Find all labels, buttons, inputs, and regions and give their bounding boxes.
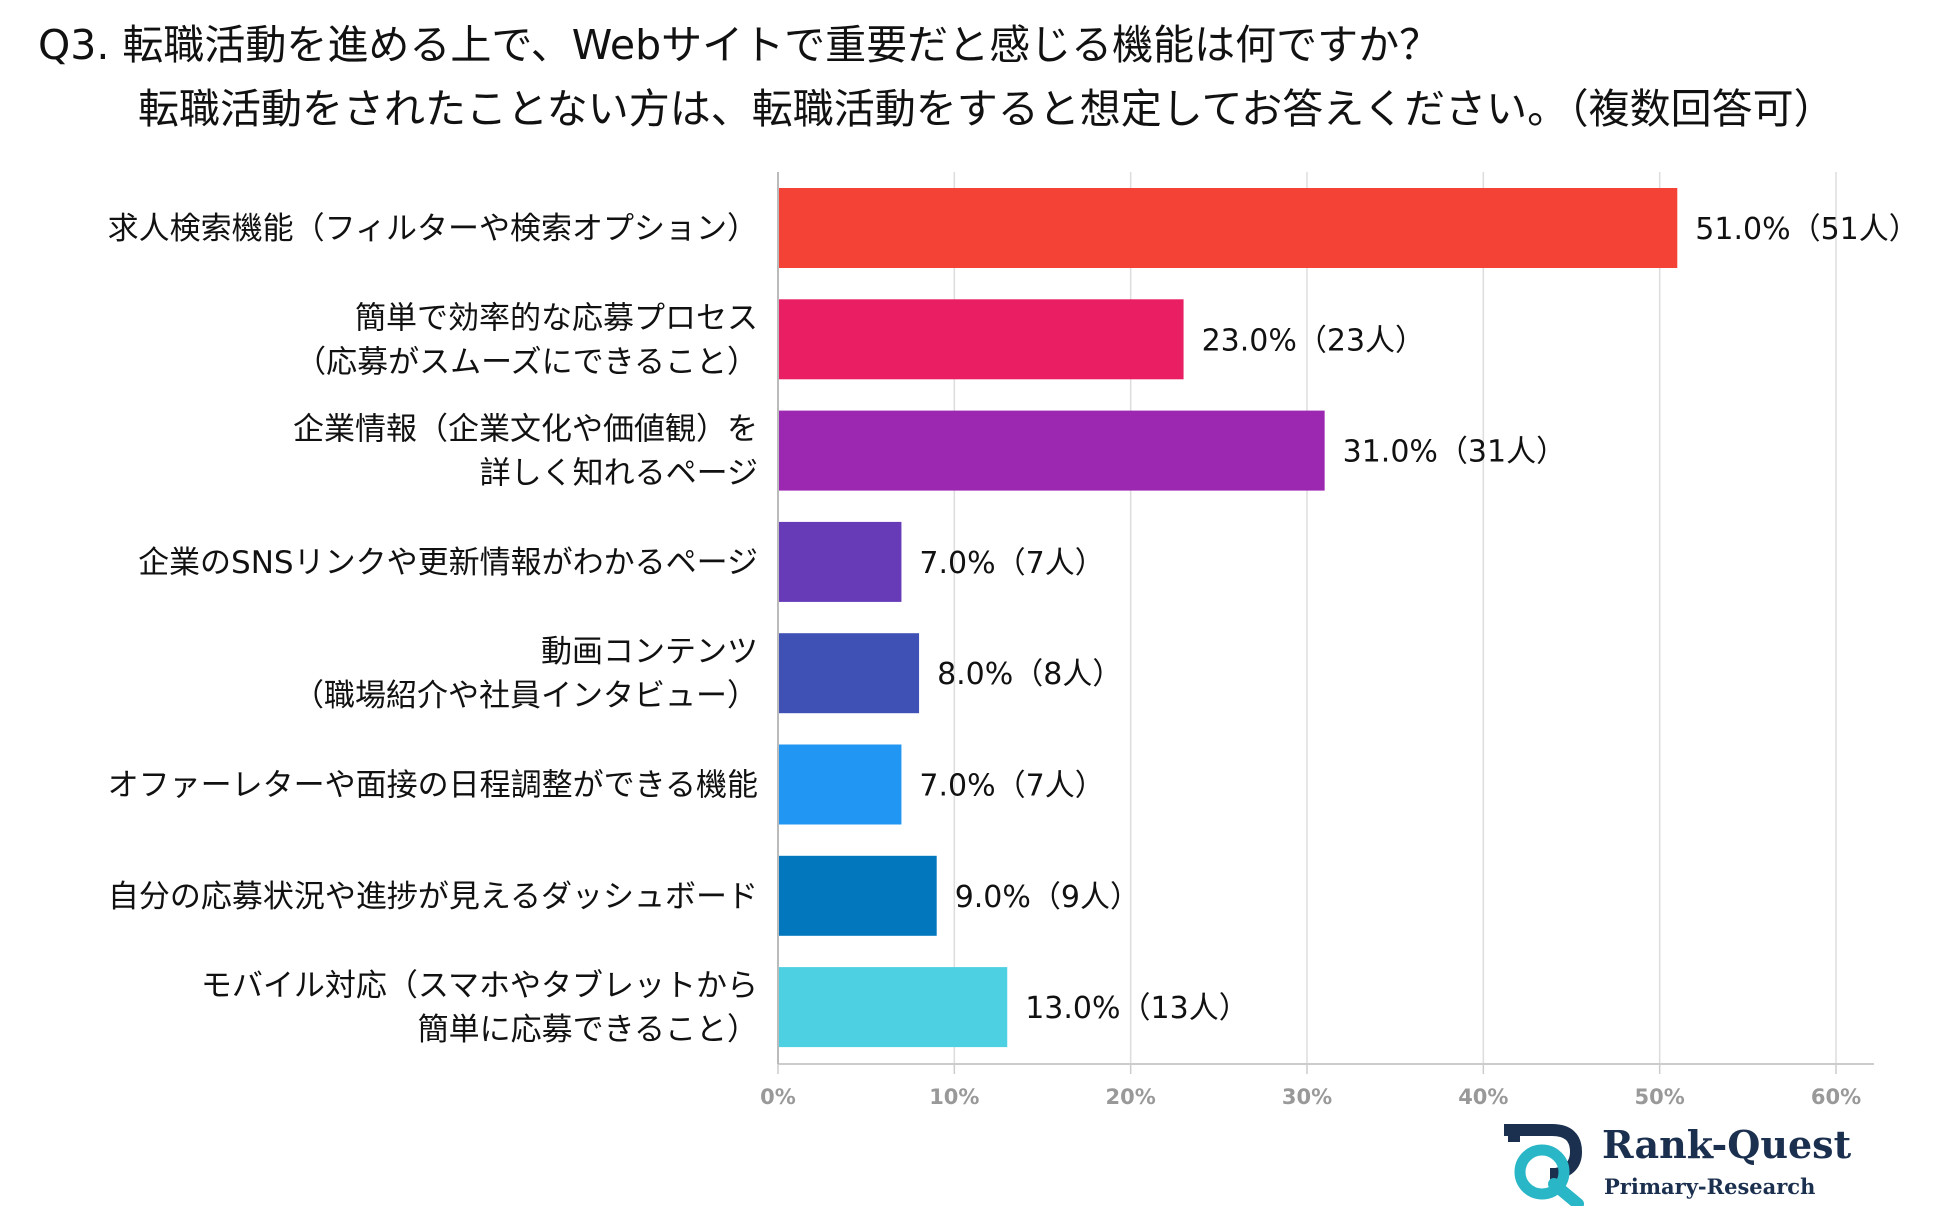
bar	[778, 633, 920, 714]
category-label: 企業情報（企業文化や価値観）を	[293, 412, 758, 448]
x-tick-label: 50%	[1635, 1085, 1685, 1109]
category-label: モバイル対応（スマホやタブレットから	[201, 968, 758, 1004]
data-label: 23.0%（23人）	[1202, 323, 1425, 358]
category-label: 詳しく知れるページ	[480, 456, 758, 492]
bar	[778, 299, 1184, 380]
category-label: （応募がスムーズにできること）	[295, 344, 758, 380]
rank-quest-logo-icon	[1504, 1124, 1584, 1206]
bar	[778, 744, 902, 825]
logo-name: Rank-Quest	[1602, 1122, 1852, 1167]
category-label: （職場紹介や社員インタビュー）	[293, 678, 758, 714]
category-label: 企業のSNSリンクや更新情報がわかるページ	[138, 545, 758, 581]
bar	[778, 967, 1008, 1048]
rank-quest-logo: Rank-Quest Primary-Research	[1496, 1120, 1876, 1206]
category-label: 簡単に応募できること）	[418, 1012, 758, 1048]
chart-title: Q3. 転職活動を進める上で、Webサイトで重要だと感じる機能は何ですか？	[38, 21, 1441, 69]
x-tick-label: 10%	[929, 1085, 979, 1109]
bar	[778, 855, 937, 936]
data-label: 13.0%（13人）	[1025, 991, 1248, 1026]
category-label: 自分の応募状況や進捗が見えるダッシュボード	[108, 879, 758, 915]
bar	[778, 521, 902, 602]
category-label: 動画コンテンツ	[541, 634, 758, 670]
category-label: オファーレターや面接の日程調整ができる機能	[108, 768, 758, 804]
chart-subtitle: 転職活動をされたことない方は、転職活動をすると想定してお答えください。（複数回答…	[138, 85, 1835, 133]
data-label: 9.0%（9人）	[955, 880, 1140, 915]
x-tick-label: 40%	[1458, 1085, 1508, 1109]
x-tick-label: 60%	[1811, 1085, 1861, 1109]
category-label: 簡単で効率的な応募プロセス	[355, 300, 758, 336]
x-tick-label: 20%	[1106, 1085, 1156, 1109]
data-label: 31.0%（31人）	[1343, 435, 1566, 470]
x-tick-label: 0%	[760, 1085, 796, 1109]
x-tick-label: 30%	[1282, 1085, 1332, 1109]
data-label: 7.0%（7人）	[919, 546, 1104, 581]
logo-tagline: Primary-Research	[1604, 1174, 1816, 1199]
bar	[778, 410, 1325, 491]
data-label: 7.0%（7人）	[919, 769, 1104, 804]
bar	[778, 188, 1678, 268]
data-label: 8.0%（8人）	[937, 657, 1122, 692]
data-label: 51.0%（51人）	[1695, 212, 1918, 247]
category-label: 求人検索機能（フィルターや検索オプション）	[108, 211, 758, 247]
